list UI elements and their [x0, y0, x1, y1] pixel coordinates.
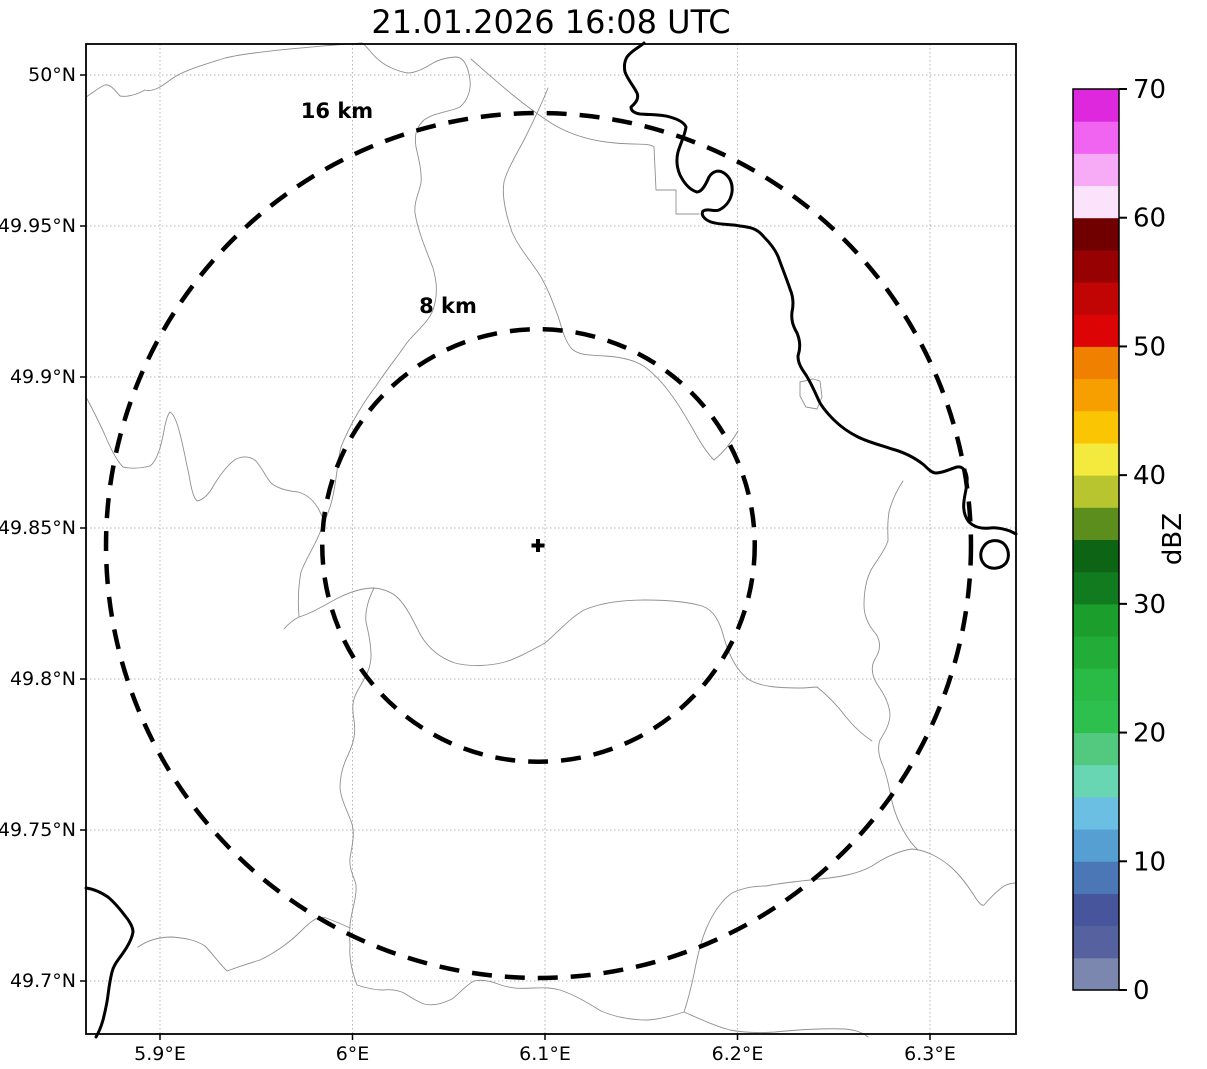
x-tick-label: 6.2°E	[712, 1043, 764, 1065]
admin-boundary	[683, 885, 767, 1013]
colorbar-segment	[1073, 185, 1119, 219]
colorbar-tick-label: 50	[1133, 332, 1166, 362]
x-tick-label: 6.1°E	[519, 1043, 571, 1065]
colorbar-segment	[1073, 700, 1119, 734]
admin-boundary	[470, 58, 700, 215]
colorbar-axis-label: dBZ	[1158, 513, 1188, 565]
y-tick-label: 50°N	[28, 64, 76, 86]
colorbar-segment	[1073, 217, 1119, 251]
y-tick-label: 49.7°N	[10, 970, 76, 992]
colorbar-segment	[1073, 925, 1119, 959]
y-tick-label: 49.75°N	[0, 819, 76, 841]
colorbar-segment	[1073, 957, 1119, 991]
radar-site-marker	[531, 539, 545, 552]
x-tick-label: 6.3°E	[904, 1043, 956, 1065]
colorbar-segment	[1073, 539, 1119, 573]
colorbar-segment	[1073, 442, 1119, 476]
colorbar-segment	[1073, 121, 1119, 154]
range-ring-label: 16 km	[301, 99, 373, 123]
colorbar-segment	[1073, 893, 1119, 927]
river-line-east	[622, 41, 1018, 536]
colorbar-segment	[1073, 603, 1119, 637]
admin-boundary	[85, 396, 324, 519]
colorbar-segment	[1073, 89, 1119, 122]
colorbar-frame	[1072, 88, 1120, 991]
lat-lon-grid	[86, 44, 1016, 1034]
x-tick-label: 6°E	[336, 1043, 370, 1065]
colorbar-segment	[1073, 796, 1119, 830]
axis-ticks: 5.9°E 6°E 6.1°E 6.2°E 6.3°E 50°N 49.95°N 49.9°N…	[0, 64, 956, 1065]
river-line-southwest	[84, 886, 135, 1039]
admin-boundary	[283, 587, 873, 742]
colorbar-segment	[1073, 732, 1119, 766]
colorbar-segment	[1073, 861, 1119, 894]
range-ring-16km	[103, 110, 974, 981]
range-ring-8km	[320, 327, 757, 764]
colorbar-tick-label: 60	[1133, 204, 1166, 234]
colorbar-segment	[1073, 636, 1119, 669]
colorbar-tick-label: 70	[1133, 75, 1166, 105]
colorbar-tick-label: 40	[1133, 461, 1166, 491]
colorbar-segment	[1073, 507, 1119, 540]
plot-frame	[85, 43, 1017, 1035]
colorbar-segment	[1073, 249, 1119, 283]
admin-boundary	[137, 916, 351, 972]
colorbar-segments	[1073, 89, 1119, 991]
y-tick-label: 49.8°N	[10, 668, 76, 690]
river-border-lines	[84, 41, 1018, 1039]
colorbar-ticks: 0 10 20 30 40 50 60 70	[1119, 75, 1166, 1006]
colorbar-segment	[1073, 346, 1119, 380]
y-tick-label: 49.85°N	[0, 517, 76, 539]
x-tick-label: 5.9°E	[134, 1043, 186, 1065]
colorbar-segment	[1073, 282, 1119, 315]
colorbar-segment	[1073, 829, 1119, 862]
y-tick-label: 49.95°N	[0, 215, 76, 237]
admin-boundary	[356, 979, 869, 1038]
colorbar-segment	[1073, 378, 1119, 412]
colorbar-segment	[1073, 153, 1119, 187]
admin-boundary	[502, 87, 739, 461]
colorbar-tick-label: 20	[1133, 719, 1166, 749]
colorbar-segment	[1073, 764, 1119, 798]
admin-boundary	[339, 587, 375, 986]
colorbar-segment	[1073, 668, 1119, 701]
admin-boundary	[297, 42, 471, 618]
colorbar-segment	[1073, 571, 1119, 605]
figure-title: 21.01.2026 16:08 UTC	[371, 3, 730, 41]
colorbar-tick-label: 0	[1133, 976, 1150, 1006]
colorbar-segment	[1073, 410, 1119, 444]
colorbar-tick-label: 10	[1133, 847, 1166, 877]
range-ring-label: 8 km	[419, 294, 477, 318]
colorbar-tick-label: 30	[1133, 590, 1166, 620]
range-rings: 16 km 8 km	[103, 99, 974, 981]
river-loop	[979, 539, 1010, 570]
admin-boundary	[765, 848, 1017, 906]
colorbar-segment	[1073, 475, 1119, 508]
admin-boundary-lines	[85, 42, 1017, 1038]
y-tick-label: 49.9°N	[10, 366, 76, 388]
admin-boundary	[85, 42, 363, 98]
colorbar-segment	[1073, 314, 1119, 347]
